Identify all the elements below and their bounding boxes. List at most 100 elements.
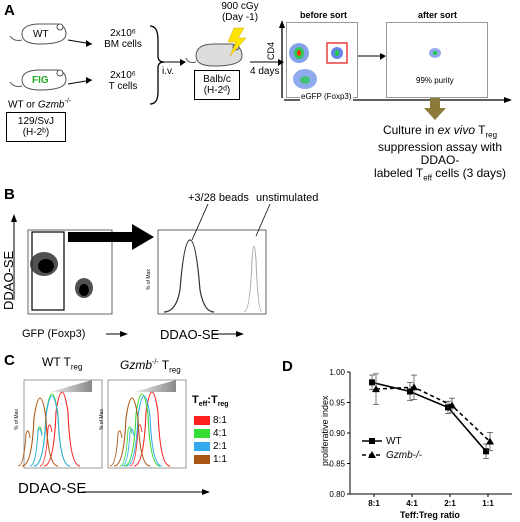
c-gz-title-sub: reg <box>169 365 181 375</box>
legend-item: 2:1 <box>194 440 227 453</box>
host-haplotype: (H-2ᵈ) <box>203 85 231 96</box>
culture-t: T <box>475 123 486 137</box>
histogram-curve <box>123 393 161 467</box>
data-point <box>407 388 413 395</box>
c-gz-title: Gzmb-/- Treg <box>120 356 181 376</box>
culture-prefix: Culture in <box>382 123 438 137</box>
after-sort-plot <box>386 22 488 98</box>
histogram-curve <box>39 424 53 467</box>
before-sort-plot <box>286 22 358 98</box>
legend-label: 8:1 <box>213 415 227 426</box>
legend-label: 4:1 <box>213 428 227 439</box>
legend-eff: eff <box>198 401 208 409</box>
host-strain-box: Balb/c (H-2ᵈ) <box>194 70 240 100</box>
bm-cells-count: 2x10⁶ <box>110 28 136 39</box>
fig-mouse-icon <box>9 69 67 91</box>
legend-t: T <box>192 394 199 406</box>
culture-description: Culture in ex vivo Treg suppression assa… <box>362 124 518 185</box>
series-line <box>371 381 487 452</box>
panel-letter-a: A <box>4 2 15 19</box>
before-sort-title: before sort <box>300 10 348 20</box>
histogram-curve <box>17 430 31 467</box>
bm-cells-text: 2x10⁶ BM cells <box>100 28 146 50</box>
y-tick-label: 0.90 <box>329 429 345 438</box>
histogram-curve <box>21 397 59 467</box>
wt-mouse-label: WT <box>33 29 49 40</box>
y-tick-label: 1.00 <box>329 368 345 377</box>
fig-mouse-label: FIG <box>32 75 49 86</box>
c-gz-title-t: T <box>158 358 170 372</box>
strain-name: 129/SvJ <box>17 116 55 127</box>
after-sort-dots <box>429 48 441 58</box>
c-xlabel: DDAO-SE <box>18 480 87 497</box>
after-sort-title: after sort <box>418 10 458 20</box>
legend-swatch <box>194 416 210 425</box>
days-label: 4 days <box>250 66 280 77</box>
egfp-axis-label: eGFP (Foxp3) <box>300 92 353 101</box>
y-tick-label: 0.85 <box>329 460 345 469</box>
donor-genotype: WT or Gzmb-/- <box>8 96 71 110</box>
c-wt-title-sub: reg <box>70 362 83 372</box>
c-gz-title-text: Gzmb <box>120 358 153 372</box>
x-tick-label: 4:1 <box>406 499 418 508</box>
panel-letter-b: B <box>4 186 15 203</box>
data-point <box>486 437 494 445</box>
donor-strain-box: 129/SvJ (H-2ᵇ) <box>6 112 66 142</box>
culture-ex-vivo: ex vivo <box>437 123 476 137</box>
d-ylabel: proliferative index <box>320 395 330 466</box>
gzmb-text: Gzmb <box>37 99 65 111</box>
dose-day: (Day -1) <box>221 12 259 23</box>
dose-value: 900 cGy <box>221 1 259 12</box>
histogram-curve <box>29 428 43 467</box>
y-tick-label: 0.80 <box>329 490 345 499</box>
legend-item: 1:1 <box>194 453 227 466</box>
irradiation-text: 900 cGy (Day -1) <box>212 1 268 23</box>
b-hist-xlabel: DDAO-SE <box>160 327 220 342</box>
histogram-curve <box>125 395 163 467</box>
legend-swatch <box>194 429 210 438</box>
legend-item: 8:1 <box>194 414 227 427</box>
panel-letter-d: D <box>282 358 293 375</box>
iv-label: i.v. <box>162 66 175 77</box>
strain-haplotype: (H-2ᵇ) <box>22 127 50 138</box>
x-tick-label: 1:1 <box>482 499 494 508</box>
histogram-curve <box>33 395 71 467</box>
gzmb-sup: -/- <box>64 98 72 105</box>
data-point <box>445 404 451 411</box>
culture-labeled: labeled T <box>374 166 424 181</box>
before-sort-dots <box>289 42 348 89</box>
bm-cells-label: BM cells <box>104 39 142 50</box>
c-legend-title: Teff:Treg <box>192 394 229 411</box>
lightning-icon <box>227 27 247 57</box>
data-point <box>410 383 418 391</box>
c-gz-title-sup: -/- <box>152 359 159 366</box>
histogram-curve <box>113 397 151 467</box>
legend-reg: reg <box>217 401 229 409</box>
legend-swatch <box>194 455 210 464</box>
data-point <box>483 448 489 455</box>
culture-days: cells (3 days) <box>431 166 506 181</box>
y-tick-label: 0.95 <box>329 399 345 408</box>
histogram-curve <box>121 428 135 467</box>
c-legend: 8:1 4:1 2:1 1:1 <box>194 414 227 466</box>
wt-mouse-icon <box>9 23 67 45</box>
legend-swatch <box>194 442 210 451</box>
legend-marker-wt <box>369 438 375 444</box>
purity-label: 99% purity <box>416 76 454 85</box>
legend-item: 4:1 <box>194 427 227 440</box>
data-point <box>448 401 456 409</box>
histogram-curve <box>43 391 81 467</box>
series-line <box>375 386 491 443</box>
t-cells-count: 2x10⁶ <box>110 70 136 81</box>
d-legend-wt: WT <box>386 436 402 447</box>
c-wt-title: WT Treg <box>42 356 82 373</box>
culture-line-1: Culture in ex vivo Treg <box>362 124 518 141</box>
b-xlabel: GFP (Foxp3) <box>22 328 86 340</box>
unstimulated-label: unstimulated <box>256 192 319 204</box>
histogram-curve <box>109 430 123 467</box>
legend-marker-gzmb <box>368 451 376 458</box>
x-tick-label: 8:1 <box>368 499 380 508</box>
d-xlabel: Teff:Treg ratio <box>400 510 460 520</box>
